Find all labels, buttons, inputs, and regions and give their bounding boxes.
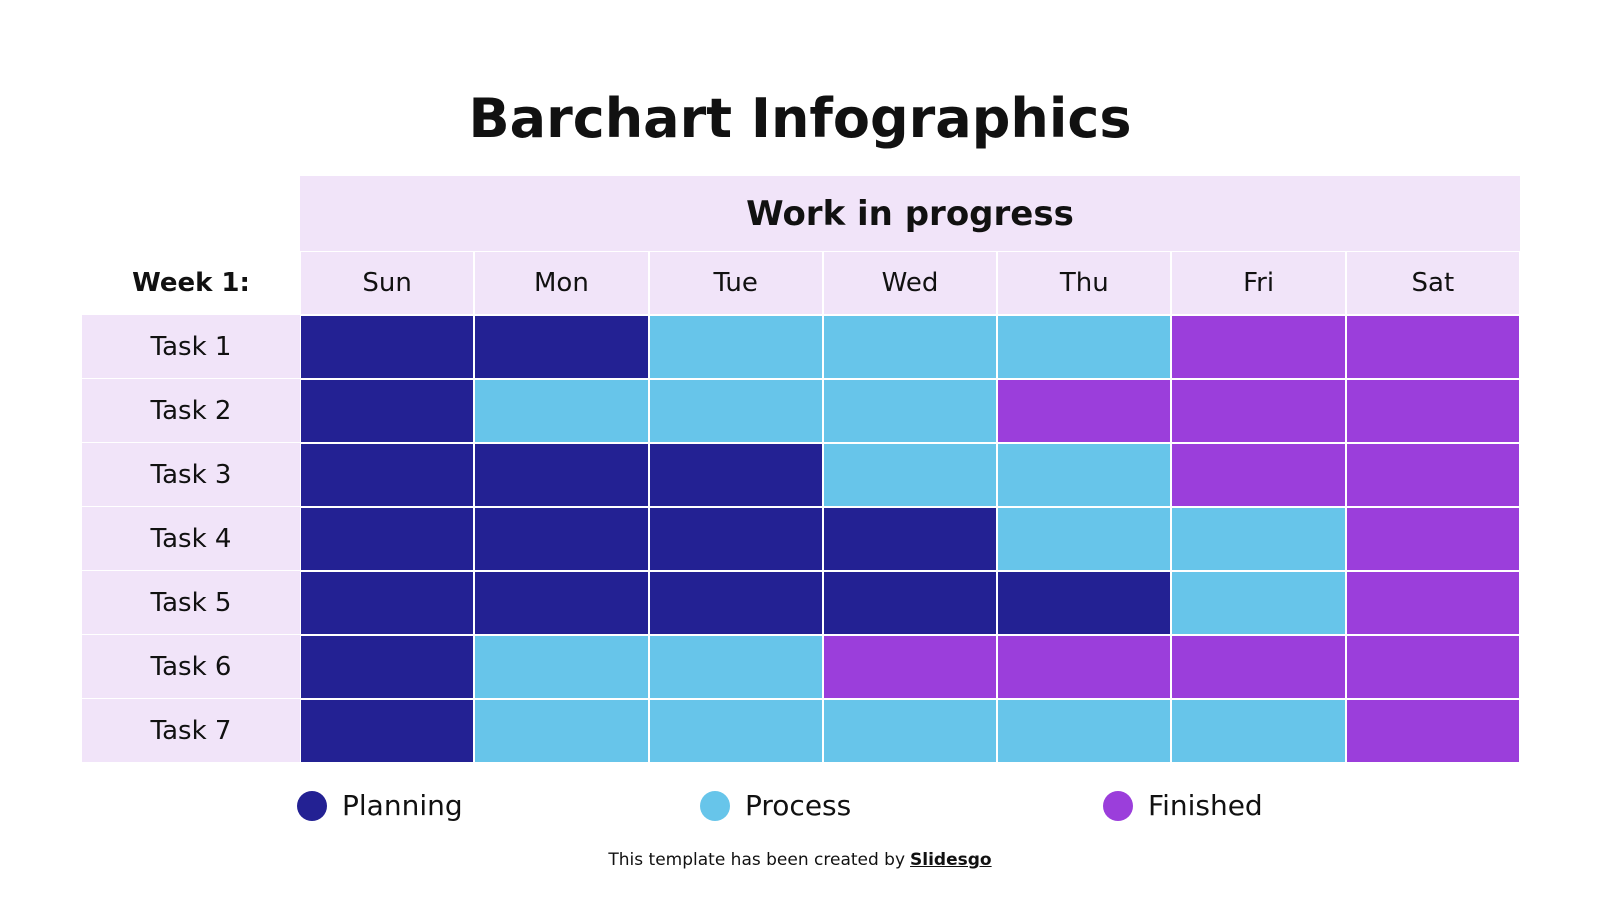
task-label: Task 4 <box>82 507 300 571</box>
status-cell <box>1345 379 1520 443</box>
legend-dot <box>1103 791 1133 821</box>
status-cell <box>474 379 649 443</box>
status-cell <box>648 443 823 507</box>
status-cell <box>474 443 649 507</box>
status-cell <box>300 315 475 379</box>
status-cell <box>822 635 998 699</box>
status-cell <box>300 635 475 699</box>
day-header: Mon <box>474 251 649 315</box>
day-header: Wed <box>822 251 998 315</box>
task-label: Task 1 <box>82 315 300 379</box>
legend-label: Planning <box>342 789 463 822</box>
status-cell <box>474 571 649 635</box>
status-cell <box>300 443 475 507</box>
status-cell <box>648 507 823 571</box>
title: Barchart Infographics <box>468 87 1132 150</box>
status-cell <box>474 315 649 379</box>
status-cell <box>474 699 649 763</box>
day-header: Tue <box>648 251 823 315</box>
status-cell <box>822 507 998 571</box>
footer-text: This template has been created by <box>608 850 906 870</box>
task-label: Task 3 <box>82 443 300 507</box>
day-header: Fri <box>1171 251 1346 315</box>
status-cell <box>648 315 823 379</box>
day-header: Sun <box>300 251 475 315</box>
status-cell <box>1345 315 1520 379</box>
status-cell <box>474 635 649 699</box>
status-cell <box>1345 699 1520 763</box>
legend-label: Finished <box>1148 789 1263 822</box>
day-header: Sat <box>1345 251 1520 315</box>
task-label: Task 2 <box>82 379 300 443</box>
status-cell <box>474 507 649 571</box>
task-label: Task 7 <box>82 699 300 763</box>
status-cell <box>1171 507 1346 571</box>
legend-label: Process <box>745 789 852 822</box>
status-cell <box>997 571 1172 635</box>
status-cell <box>822 315 998 379</box>
status-cell <box>997 379 1172 443</box>
status-cell <box>1171 443 1346 507</box>
status-cell <box>1345 507 1520 571</box>
status-cell <box>997 699 1172 763</box>
status-cell <box>997 635 1172 699</box>
week-label: Week 1: <box>132 268 250 298</box>
task-label: Task 5 <box>82 571 300 635</box>
status-cell <box>648 635 823 699</box>
status-cell <box>300 379 475 443</box>
status-cell <box>648 699 823 763</box>
status-cell <box>822 699 998 763</box>
status-cell <box>822 571 998 635</box>
status-cell <box>1171 635 1346 699</box>
status-cell <box>997 507 1172 571</box>
status-cell <box>300 699 475 763</box>
status-cell <box>822 443 998 507</box>
task-label: Task 6 <box>82 635 300 699</box>
status-cell <box>1171 379 1346 443</box>
status-cell <box>822 379 998 443</box>
status-cell <box>1345 571 1520 635</box>
status-cell <box>1171 699 1346 763</box>
legend-dot <box>297 791 327 821</box>
status-cell <box>997 315 1172 379</box>
status-cell <box>1345 635 1520 699</box>
status-cell <box>1171 571 1346 635</box>
footer: This template has been created by Slidesg… <box>0 850 1600 870</box>
status-cell <box>648 379 823 443</box>
status-cell <box>1171 315 1346 379</box>
status-cell <box>997 443 1172 507</box>
status-cell <box>1345 443 1520 507</box>
status-cell <box>648 571 823 635</box>
day-header: Thu <box>997 251 1172 315</box>
legend-dot <box>700 791 730 821</box>
status-cell <box>300 571 475 635</box>
status-cell <box>300 507 475 571</box>
table-header: Work in progress <box>300 176 1520 251</box>
footer-link[interactable]: Slidesgo <box>910 850 992 870</box>
